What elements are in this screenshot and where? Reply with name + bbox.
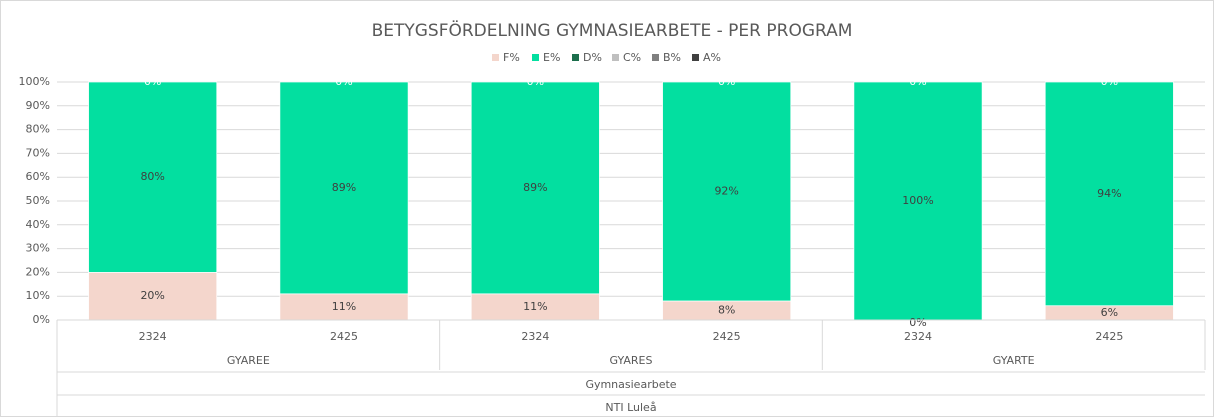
legend-label: A%	[703, 51, 721, 64]
group-label: GYARES	[610, 354, 653, 367]
data-label: 100%	[902, 194, 933, 207]
data-label: 89%	[332, 181, 356, 194]
x-tick-label: 2324	[139, 330, 167, 343]
data-label: 80%	[140, 170, 164, 183]
x-tick-label: 2425	[713, 330, 741, 343]
bar-segment	[1044, 81, 1174, 307]
legend-label: F%	[503, 51, 520, 64]
y-tick-label: 80%	[26, 123, 50, 136]
data-label: 8%	[718, 303, 735, 316]
legend-swatch	[492, 54, 499, 61]
data-label: 94%	[1097, 187, 1121, 200]
legend-label: D%	[583, 51, 602, 64]
data-label: 11%	[332, 300, 356, 313]
bar-segment	[853, 81, 983, 321]
data-label: 0%	[144, 75, 161, 88]
x-tick-label: 2324	[904, 330, 932, 343]
outer-label: Gymnasiearbete	[585, 378, 676, 391]
data-label: 0%	[1101, 75, 1118, 88]
bar-segment	[88, 81, 218, 273]
data-label: 11%	[523, 300, 547, 313]
group-label: GYAREE	[227, 354, 270, 367]
bar-segment	[88, 272, 218, 321]
x-tick-label: 2425	[1095, 330, 1123, 343]
data-label: 89%	[523, 181, 547, 194]
data-label: 92%	[714, 184, 738, 197]
legend-swatch	[652, 54, 659, 61]
legend-label: E%	[543, 51, 560, 64]
data-label: 0%	[335, 75, 352, 88]
y-tick-label: 30%	[26, 242, 50, 255]
bar-segment	[470, 81, 600, 295]
data-label: 20%	[140, 289, 164, 302]
group-label: GYARTE	[993, 354, 1035, 367]
bar-segment	[279, 293, 409, 321]
y-tick-label: 40%	[26, 218, 50, 231]
legend-swatch	[612, 54, 619, 61]
y-tick-label: 90%	[26, 99, 50, 112]
y-tick-label: 20%	[26, 265, 50, 278]
x-tick-label: 2425	[330, 330, 358, 343]
y-tick-label: 10%	[26, 289, 50, 302]
legend-swatch	[532, 54, 539, 61]
y-tick-label: 50%	[26, 194, 50, 207]
y-tick-label: 70%	[26, 146, 50, 159]
chart-title: BETYGSFÖRDELNING GYMNASIEARBETE - PER PR…	[372, 19, 853, 41]
legend-swatch	[572, 54, 579, 61]
legend-swatch	[692, 54, 699, 61]
legend-label: C%	[623, 51, 641, 64]
bar-segment	[662, 81, 792, 302]
data-label: 0%	[909, 75, 926, 88]
data-label: 0%	[718, 75, 735, 88]
y-tick-label: 0%	[33, 313, 50, 326]
data-label: 6%	[1101, 306, 1118, 319]
bar-segment	[279, 81, 409, 295]
data-label: 0%	[909, 316, 926, 329]
y-tick-label: 100%	[19, 75, 50, 88]
outer-label: NTI Luleå	[605, 401, 656, 414]
x-tick-label: 2324	[521, 330, 549, 343]
y-tick-label: 60%	[26, 170, 50, 183]
data-label: 0%	[527, 75, 544, 88]
legend-label: B%	[663, 51, 681, 64]
